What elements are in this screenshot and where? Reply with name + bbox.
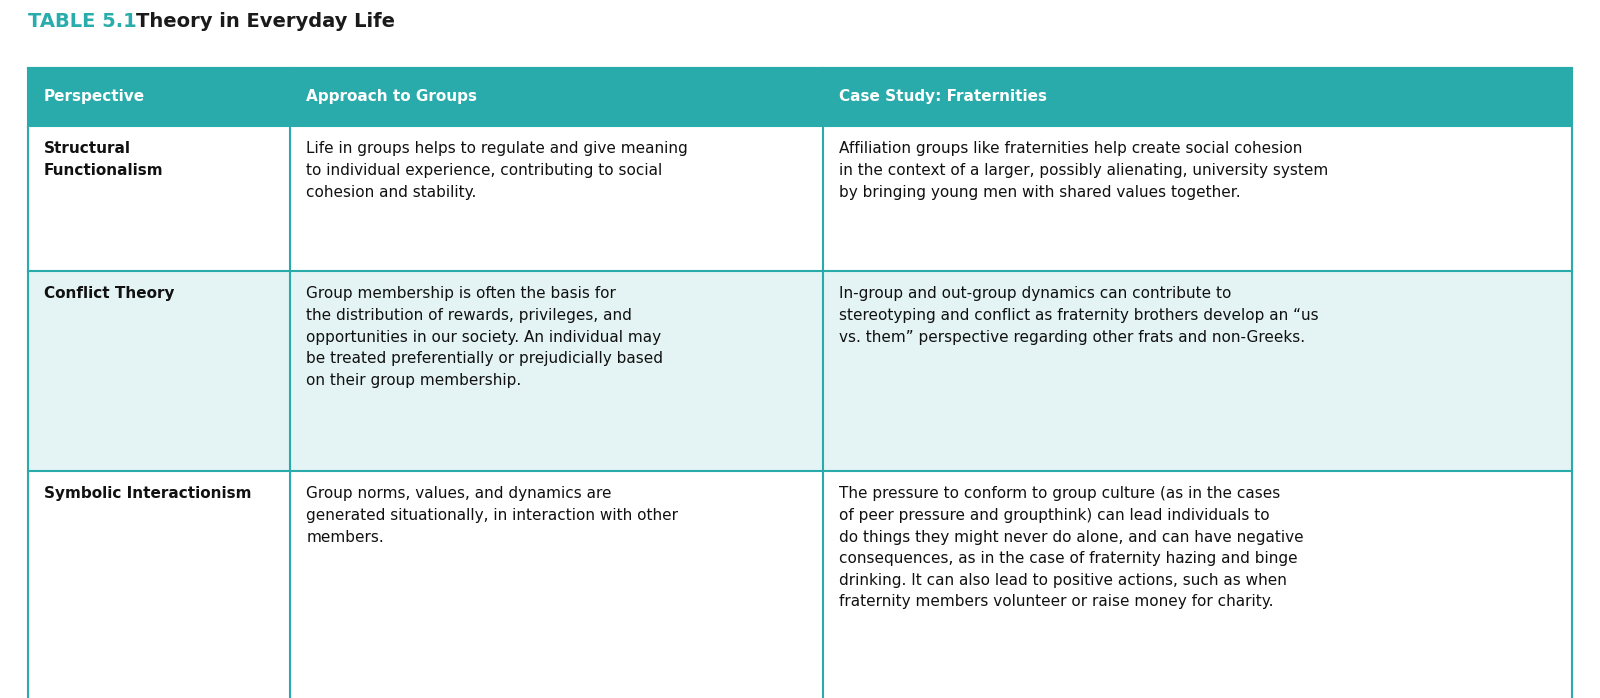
Text: Theory in Everyday Life: Theory in Everyday Life [136, 12, 395, 31]
Text: Approach to Groups: Approach to Groups [307, 89, 477, 105]
Bar [29, 68, 1573, 126]
Text: Structural
Functionalism: Structural Functionalism [45, 142, 163, 178]
Text: In-group and out-group dynamics can contribute to
stereotyping and conflict as f: In-group and out-group dynamics can cont… [838, 286, 1318, 345]
Bar [29, 126, 1573, 271]
Text: TABLE 5.1: TABLE 5.1 [29, 12, 136, 31]
Bar [29, 471, 1573, 698]
Text: Group membership is often the basis for
the distribution of rewards, privileges,: Group membership is often the basis for … [307, 286, 664, 388]
Text: Perspective: Perspective [45, 89, 146, 105]
Text: Symbolic Interactionism: Symbolic Interactionism [45, 487, 251, 501]
Text: Case Study: Fraternities: Case Study: Fraternities [838, 89, 1046, 105]
Text: Life in groups helps to regulate and give meaning
to individual experience, cont: Life in groups helps to regulate and giv… [307, 142, 688, 200]
Text: Conflict Theory: Conflict Theory [45, 286, 174, 302]
Text: Affiliation groups like fraternities help create social cohesion
in the context : Affiliation groups like fraternities hel… [838, 142, 1328, 200]
Text: Group norms, values, and dynamics are
generated situationally, in interaction wi: Group norms, values, and dynamics are ge… [307, 487, 678, 544]
Bar [29, 271, 1573, 471]
Text: The pressure to conform to group culture (as in the cases
of peer pressure and g: The pressure to conform to group culture… [838, 487, 1304, 609]
